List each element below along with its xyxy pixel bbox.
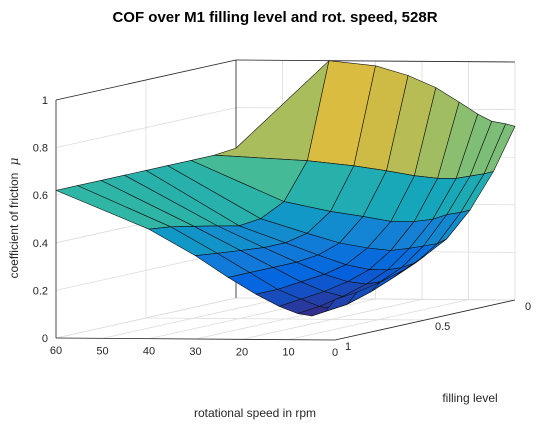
grid-line [145,317,426,321]
x-axis-line [55,337,336,341]
z-tick-label: 0.8 [33,143,48,155]
x-tick-label: 10 [282,347,294,359]
x-tick-label: 40 [143,346,155,358]
z-axis-label: coefficient of friction [7,173,21,279]
y-axis-label: filling level [442,391,497,405]
z-tick-label: 1 [42,95,48,107]
cof-surface [55,60,516,317]
z-tick-label: 0.6 [33,190,48,202]
chart-title: COF over M1 filling level and rot. speed… [112,9,437,26]
box-edge [55,59,237,101]
x-axis-label: rotational speed in rpm [194,406,316,420]
y-tick-label: 0.5 [435,321,450,333]
box-edge [235,59,516,63]
y-tick-label: 1 [345,341,351,353]
axis-front-lines [55,100,516,341]
x-tick-label: 20 [236,346,248,358]
y-axis-line [334,299,516,341]
x-tick-label: 30 [189,346,201,358]
z-tick-label: 0 [42,333,48,345]
svg-text:coefficient of friction: coefficient of friction μ [7,157,21,278]
z-tick-label: 0.4 [33,238,48,250]
surface-patch [325,292,357,312]
z-tick-label: 0.2 [33,285,48,297]
y-tick-label: 0 [525,301,531,313]
x-tick-label: 60 [50,345,62,357]
z-axis-label-group: coefficient of friction μ [7,157,21,278]
x-tick-label: 50 [96,345,108,357]
z-axis-symbol: μ [7,157,21,165]
x-tick-label: 0 [332,347,338,359]
